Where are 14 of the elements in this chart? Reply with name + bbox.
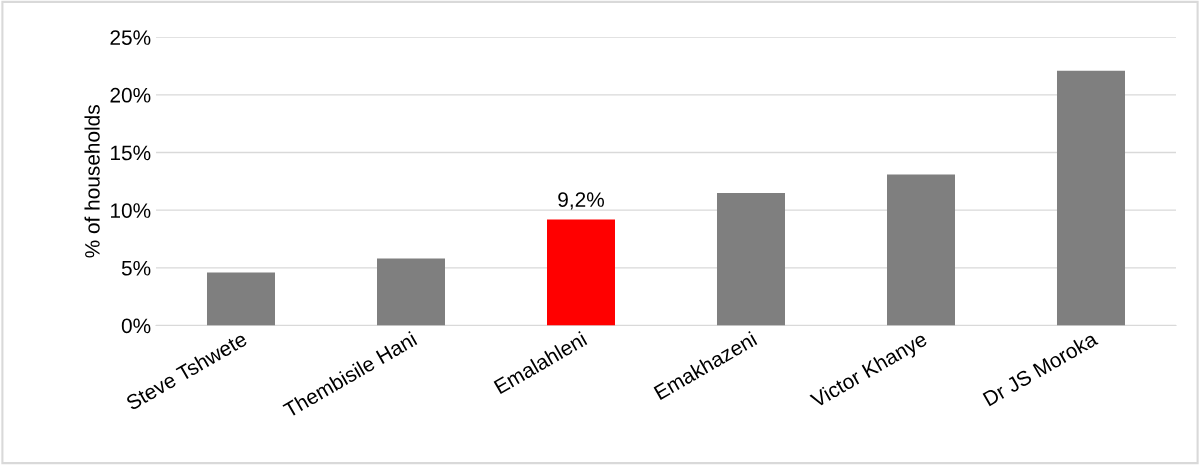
bar	[547, 219, 615, 326]
data-label: 9,2%	[558, 192, 604, 210]
y-tick-label: 10%	[111, 203, 151, 218]
y-tick-label: 0%	[121, 318, 151, 334]
bar	[717, 192, 785, 326]
y-tick-label: 15%	[111, 145, 151, 161]
bar	[1057, 70, 1125, 326]
y-tick-label: 5%	[121, 260, 151, 276]
y-tick-label: 20%	[110, 87, 151, 103]
bar	[377, 258, 445, 326]
bar	[207, 272, 275, 326]
bar	[887, 174, 955, 326]
y-tick-label: 25%	[110, 30, 151, 45]
y-axis-title: % of households	[84, 105, 100, 258]
